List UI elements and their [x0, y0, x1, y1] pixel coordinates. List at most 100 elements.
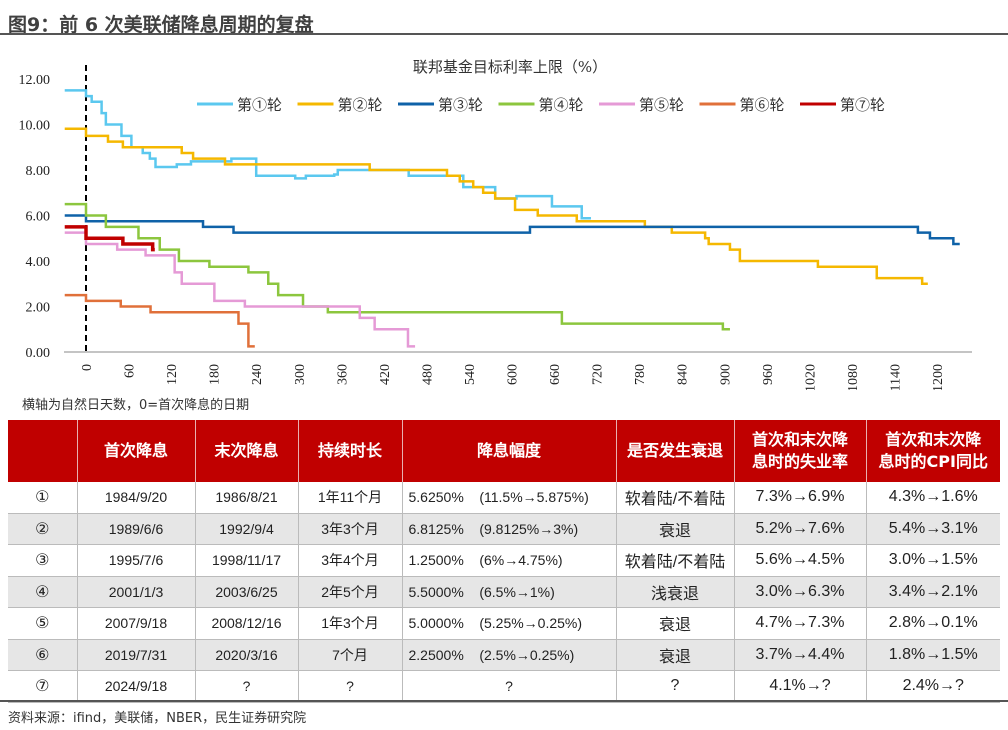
y-tick-label: 10.00 — [19, 119, 51, 134]
table-cell: 1998/11/17 — [194, 544, 298, 577]
table-row: ⑤ 2007/9/18 2008/12/16 1年3个月 5.0000% (5.25%→… — [8, 607, 1000, 640]
table-cell: 软着陆/不着陆 — [615, 482, 734, 514]
table-cell: 软着陆/不着陆 — [615, 544, 734, 577]
table-cell: 浅衰退 — [615, 576, 734, 608]
x-tick-label: 1080 — [846, 364, 861, 390]
table-cell: 1年11个月 — [297, 482, 402, 514]
column-header: 首次和末次降 息时的CPI同比 — [865, 420, 1000, 482]
x-tick-label: 540 — [463, 364, 478, 385]
table-cell: 3年3个月 — [297, 513, 402, 545]
x-tick-label: 720 — [591, 364, 606, 385]
table-cell: ⑤ — [8, 607, 77, 640]
table-cell: 2007/9/18 — [76, 607, 195, 640]
table-cell: 1984/9/20 — [76, 482, 195, 514]
table-cell: 1.2500% (6%→4.75%) — [401, 544, 616, 577]
legend-label-6: 第⑥轮 — [740, 96, 785, 114]
table-cell: ? — [297, 670, 402, 703]
table-cell: 3.0%→1.5% — [865, 544, 1000, 577]
column-header: 首次和末次降 息时的失业率 — [733, 420, 866, 482]
fed-funds-chart: 联邦基金目标利率上限（%） 0.00 2.00 4.00 6.00 8.00 10.00 12… — [19, 58, 972, 390]
table-cell: 2019/7/31 — [76, 639, 195, 671]
table-cell: 1年3个月 — [297, 607, 402, 640]
table-cell: 5.4%→3.1% — [865, 513, 1000, 545]
table-cell: 5.5000% (6.5%→1%) — [401, 576, 616, 608]
table-cell: 2003/6/25 — [194, 576, 298, 608]
table-row: ③ 1995/7/6 1998/11/17 3年4个月 1.2500% (6%→4.75… — [8, 544, 1000, 577]
table-cell: 5.0000% (5.25%→0.25%) — [401, 607, 616, 640]
table-cell: 6.8125% (9.8125%→3%) — [401, 513, 616, 545]
table-cell: 衰退 — [615, 513, 734, 545]
table-cell: ? — [615, 670, 734, 703]
y-tick-label: 12.00 — [19, 73, 51, 88]
table-body: ① 1984/9/20 1986/8/21 1年11个月 5.6250% (11.5%→… — [8, 482, 1000, 703]
table-cell: 2.2500% (2.5%→0.25%) — [401, 639, 616, 671]
table-cell: ① — [8, 482, 77, 514]
legend-label-3: 第③轮 — [438, 96, 483, 114]
x-tick-label: 1020 — [803, 364, 818, 390]
y-tick-label: 2.00 — [26, 301, 51, 316]
x-tick-label: 1140 — [888, 364, 903, 390]
table-cell: ⑥ — [8, 639, 77, 671]
source-note: 资料来源：ifind，美联储，NBER，民生证券研究院 — [8, 711, 307, 726]
table-cell: 2024/9/18 — [76, 670, 195, 703]
table-cell: 1.8%→1.5% — [865, 639, 1000, 671]
table-cell: 2.8%→0.1% — [865, 607, 1000, 640]
table-cell: 1995/7/6 — [76, 544, 195, 577]
footer-divider — [0, 700, 1008, 702]
table-cell: 3年4个月 — [297, 544, 402, 577]
legend-label-1: 第①轮 — [237, 96, 282, 114]
table-cell: 2001/1/3 — [76, 576, 195, 608]
column-header: 末次降息 — [194, 420, 298, 482]
x-tick-label: 480 — [420, 364, 435, 385]
x-tick-label: 1200 — [931, 364, 946, 390]
table-cell: 5.6%→4.5% — [733, 544, 866, 577]
series-line-4 — [64, 202, 730, 331]
x-tick-label: 420 — [378, 364, 393, 385]
table-cell: ③ — [8, 544, 77, 577]
table-cell: ? — [401, 670, 616, 703]
x-tick-label: 0 — [80, 364, 95, 371]
table-cell: 1992/9/4 — [194, 513, 298, 545]
column-header: 首次降息 — [76, 420, 195, 482]
table-header-row: 首次降息 末次降息 持续时长 降息幅度 是否发生衰退 首次和末次降 息时的失业率 首次和末次降… — [8, 420, 1000, 482]
table-row: ② 1989/6/6 1992/9/4 3年3个月 6.8125% (9.8125%→3… — [8, 513, 1000, 545]
series-line-2 — [64, 127, 928, 285]
table-row: ⑥ 2019/7/31 2020/3/16 7个月 2.2500% (2.5%→0.25… — [8, 639, 1000, 671]
table-cell: 5.6250% (11.5%→5.875%) — [401, 482, 616, 514]
column-header: 持续时长 — [297, 420, 402, 482]
rate-cut-table: 首次降息 末次降息 持续时长 降息幅度 是否发生衰退 首次和末次降 息时的失业率 首次和末次降… — [8, 420, 1000, 703]
table-cell: 4.3%→1.6% — [865, 482, 1000, 514]
table-cell: 3.4%→2.1% — [865, 576, 1000, 608]
table-cell: ② — [8, 513, 77, 545]
x-tick-label: 960 — [761, 364, 776, 385]
x-tick-label: 120 — [165, 364, 180, 385]
table-cell: 1986/8/21 — [194, 482, 298, 514]
table-cell: 4.7%→7.3% — [733, 607, 866, 640]
x-tick-label: 360 — [335, 364, 350, 385]
table-row: ① 1984/9/20 1986/8/21 1年11个月 5.6250% (11.5%→… — [8, 482, 1000, 514]
table-cell: 2020/3/16 — [194, 639, 298, 671]
x-tick-label: 840 — [676, 364, 691, 385]
table-cell: 5.2%→7.6% — [733, 513, 866, 545]
column-header: 降息幅度 — [401, 420, 616, 482]
legend-label-5: 第⑤轮 — [639, 96, 684, 114]
title-divider — [0, 33, 1008, 35]
legend-label-4: 第④轮 — [539, 96, 584, 114]
table-cell: ? — [194, 670, 298, 703]
table-cell: 3.0%→6.3% — [733, 576, 866, 608]
x-tick-label: 660 — [548, 364, 563, 385]
axis-note: 横轴为自然日天数，0=首次降息的日期 — [22, 398, 250, 413]
legend-label-7: 第⑦轮 — [840, 96, 885, 114]
y-tick-label: 8.00 — [26, 164, 51, 179]
x-tick-label: 180 — [208, 364, 223, 385]
table-row: ④ 2001/1/3 2003/6/25 2年5个月 5.5000% (6.5%→1%)… — [8, 576, 1000, 608]
table-row: ⑦ 2024/9/18???? 4.1%→? 2.4%→? — [8, 670, 1000, 703]
column-header — [8, 420, 77, 482]
y-tick-label: 6.00 — [26, 210, 51, 225]
table-cell: 2.4%→? — [865, 670, 1000, 703]
table-cell: 7.3%→6.9% — [733, 482, 866, 514]
x-tick-label: 900 — [718, 364, 733, 385]
table-cell: ⑦ — [8, 670, 77, 703]
series-line-3 — [64, 214, 960, 246]
table-cell: 1989/6/6 — [76, 513, 195, 545]
